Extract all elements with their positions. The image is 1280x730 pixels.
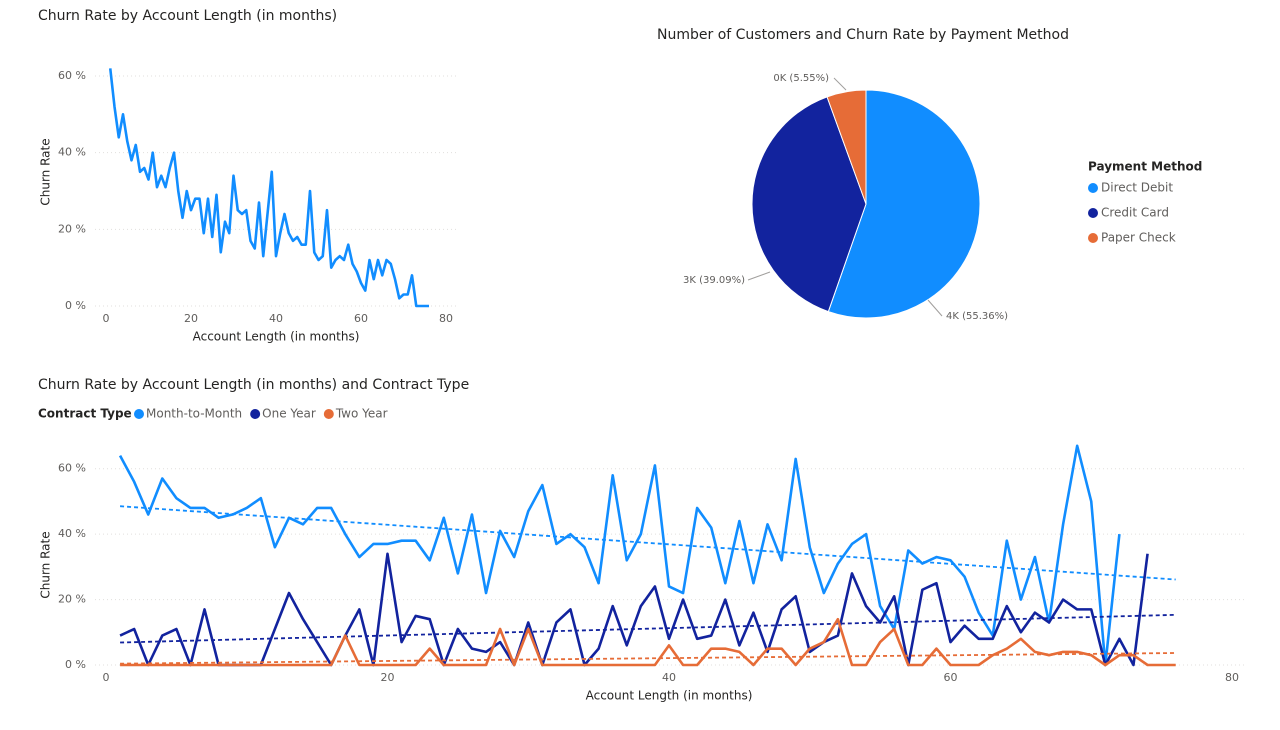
trend-line — [120, 652, 1176, 665]
legend-label: One Year — [262, 407, 316, 421]
trend-line — [120, 505, 1176, 581]
data-label: 4K (55.36%) — [946, 311, 1008, 322]
chart-title: Churn Rate by Account Length (in months) — [38, 8, 337, 24]
chart-title: Churn Rate by Account Length (in months)… — [38, 377, 469, 393]
x-tick-label: 60 — [354, 312, 368, 325]
legend-marker — [134, 409, 144, 419]
leader-line — [833, 77, 847, 91]
y-tick-label: 20 % — [58, 593, 86, 606]
leader-line — [927, 299, 943, 317]
y-axis-label: Churn Rate — [39, 138, 53, 205]
legend-marker — [1088, 183, 1098, 193]
data-label: 3K (39.09%) — [683, 275, 745, 286]
x-tick-label: 40 — [269, 312, 283, 325]
series-line — [119, 552, 1149, 667]
leader-line — [747, 271, 771, 281]
x-tick-label: 80 — [1225, 671, 1239, 684]
x-tick-label: 60 — [944, 671, 958, 684]
legend-title: Contract Type — [38, 407, 132, 421]
y-tick-label: 0 % — [65, 658, 86, 671]
x-tick-label: 0 — [103, 671, 110, 684]
y-tick-label: 40 % — [58, 146, 86, 159]
legend-label: Credit Card — [1101, 206, 1169, 220]
y-tick-label: 60 % — [58, 462, 86, 475]
legend-title: Payment Method — [1088, 160, 1202, 174]
x-tick-label: 40 — [662, 671, 676, 684]
y-tick-label: 60 % — [58, 69, 86, 82]
legend-label: Month-to-Month — [146, 407, 242, 421]
legend-marker — [1088, 208, 1098, 218]
data-label: 0K (5.55%) — [773, 73, 829, 84]
x-tick-label: 80 — [439, 312, 453, 325]
pie-slice — [751, 96, 867, 313]
pie-slice — [826, 89, 867, 205]
legend-marker — [323, 409, 334, 419]
legend-marker — [1088, 233, 1098, 243]
x-tick-label: 20 — [184, 312, 198, 325]
chart-title: Number of Customers and Churn Rate by Pa… — [657, 27, 1069, 43]
x-axis-label: Account Length (in months) — [586, 689, 753, 703]
x-axis-label: Account Length (in months) — [193, 330, 360, 344]
legend-label: Two Year — [335, 407, 388, 421]
series-line — [118, 444, 1121, 667]
legend-label: Paper Check — [1101, 231, 1176, 245]
series-line — [120, 617, 1176, 667]
x-tick-label: 20 — [381, 671, 395, 684]
series-line — [108, 68, 429, 308]
x-tick-label: 0 — [103, 312, 110, 325]
y-tick-label: 20 % — [58, 222, 86, 235]
y-tick-label: 0 % — [65, 299, 86, 312]
legend-label: Direct Debit — [1101, 181, 1173, 195]
y-tick-label: 40 % — [58, 527, 86, 540]
y-axis-label: Churn Rate — [39, 531, 53, 598]
legend-marker — [250, 409, 261, 419]
trend-line — [120, 613, 1176, 644]
